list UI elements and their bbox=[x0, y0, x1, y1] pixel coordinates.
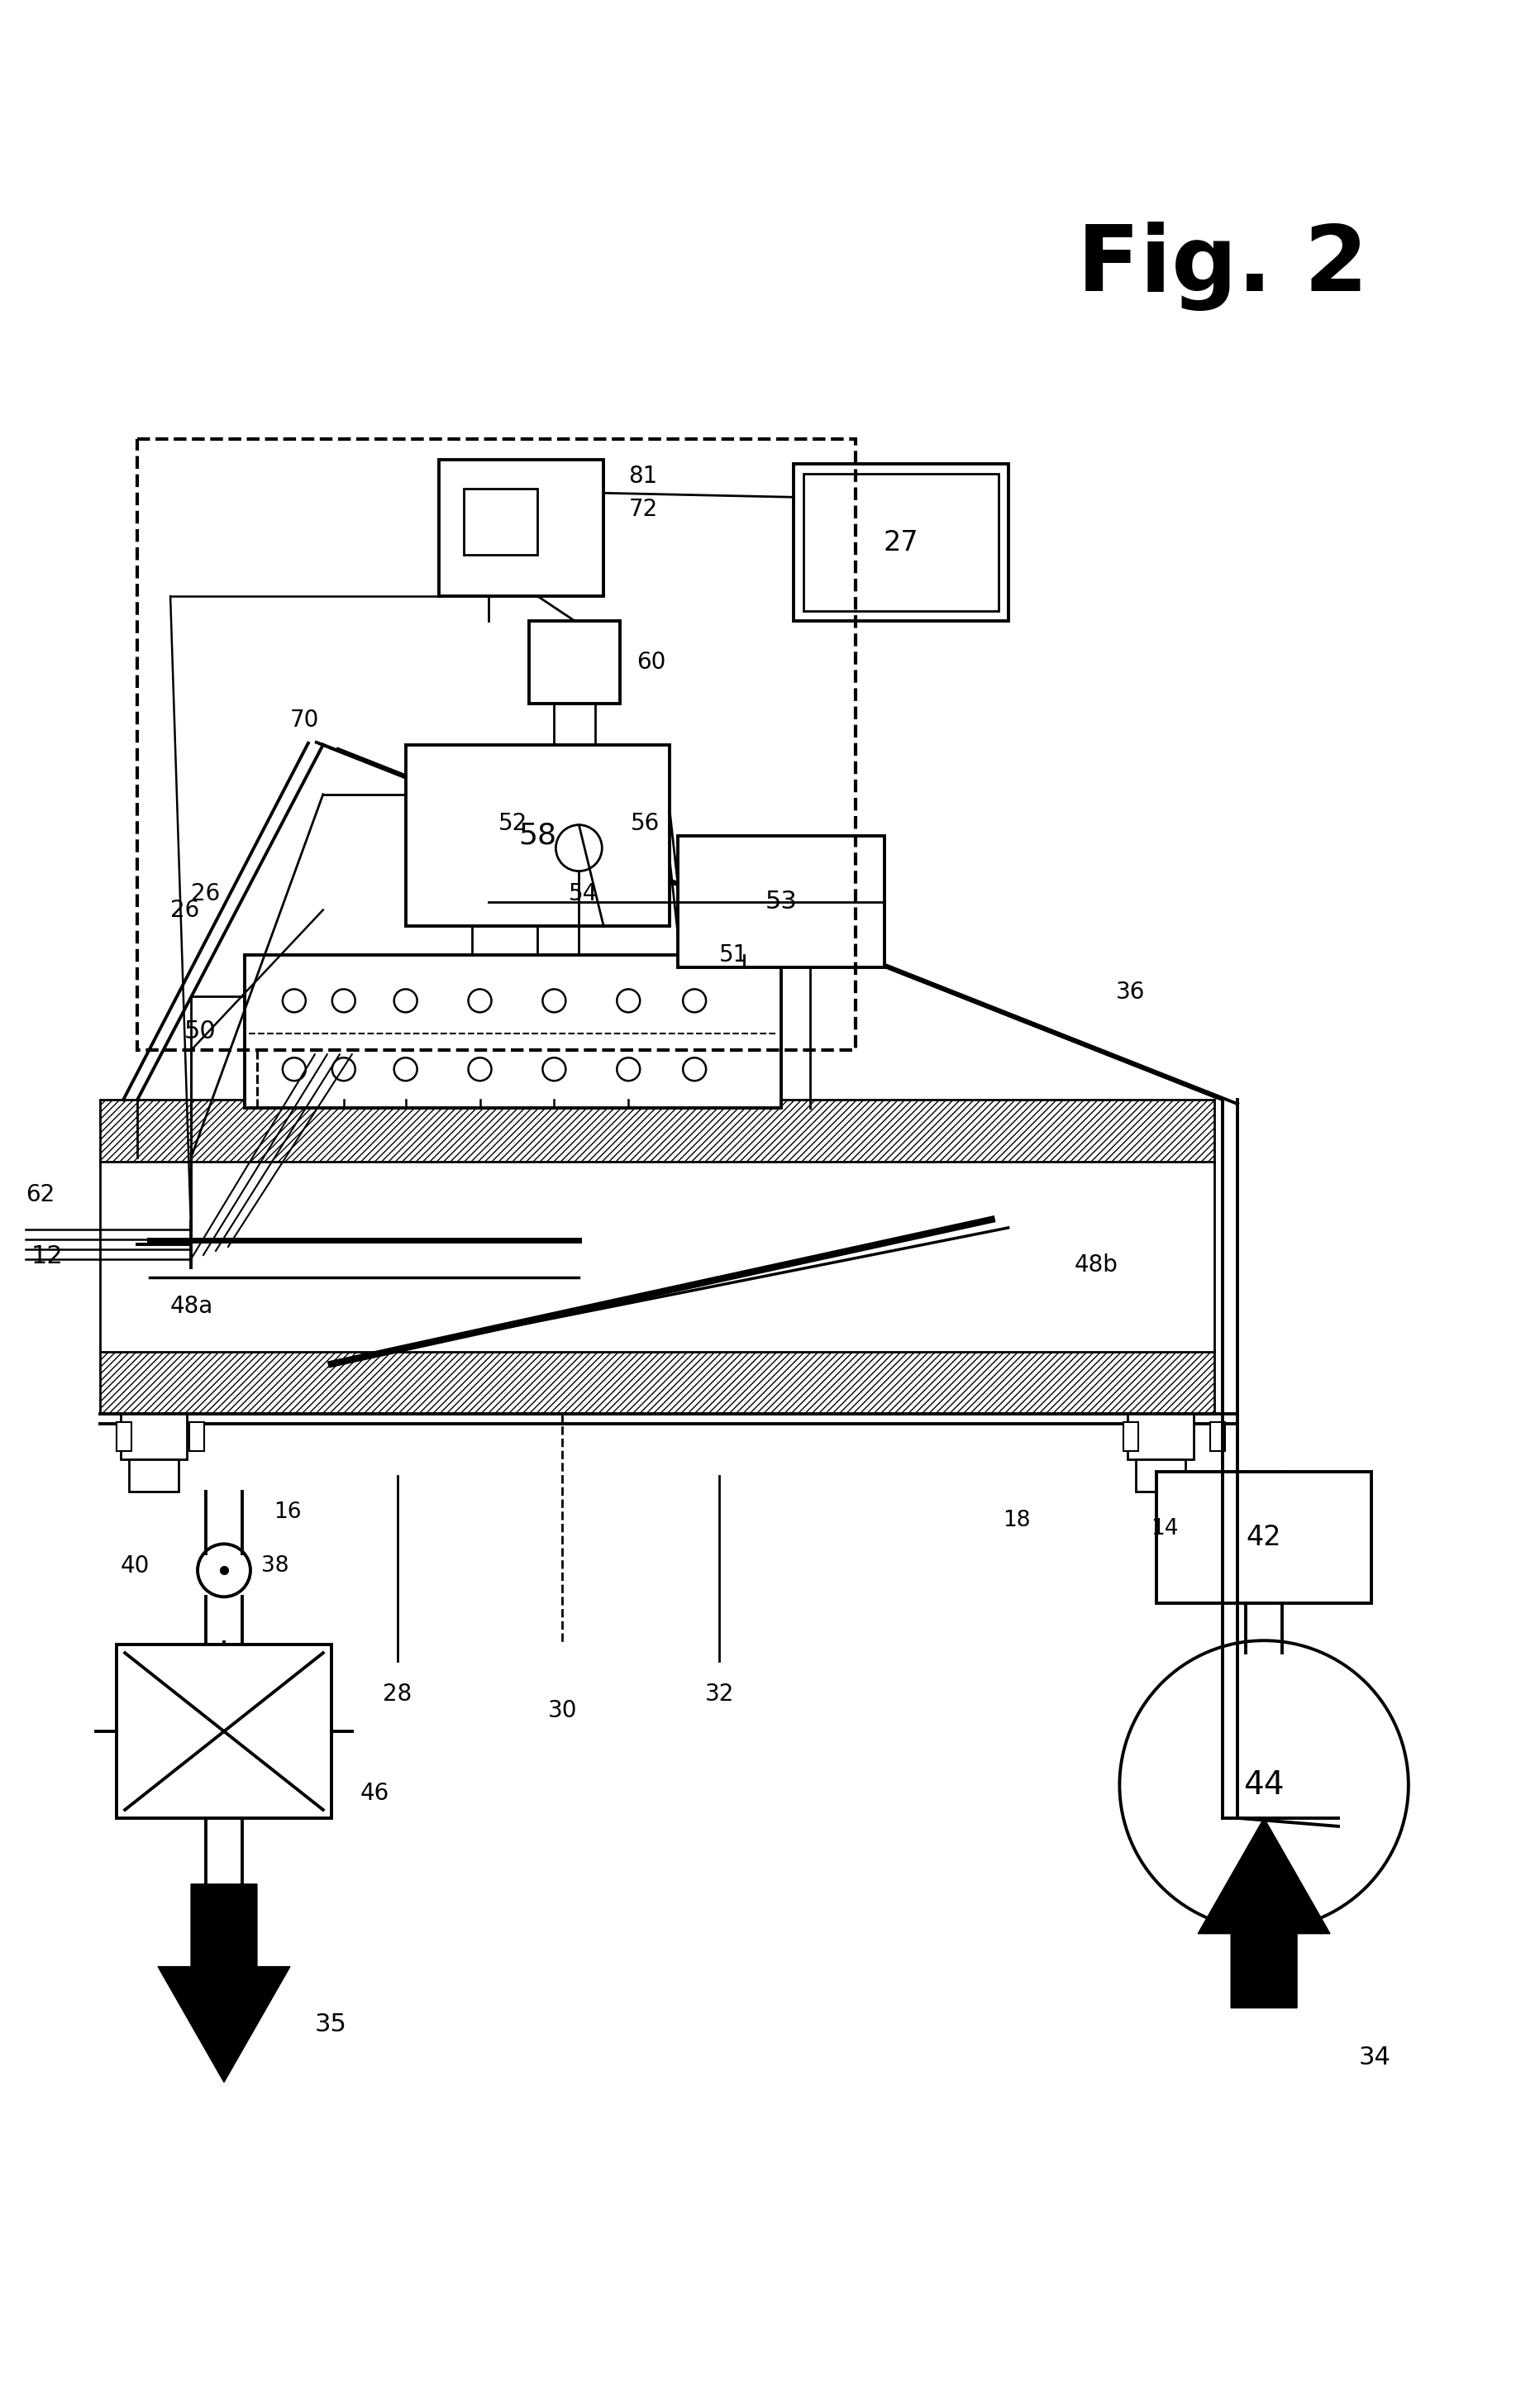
Text: Fig. 2: Fig. 2 bbox=[1078, 221, 1368, 310]
Text: 32: 32 bbox=[705, 1682, 735, 1706]
Text: 51: 51 bbox=[719, 943, 748, 967]
Text: 38: 38 bbox=[262, 1557, 290, 1576]
Bar bbox=[245, 955, 781, 1109]
Text: 18: 18 bbox=[1003, 1511, 1030, 1533]
Text: 12: 12 bbox=[31, 1244, 63, 1268]
Bar bbox=[678, 835, 884, 967]
Text: 30: 30 bbox=[548, 1699, 578, 1723]
Text: 26: 26 bbox=[169, 897, 199, 921]
Text: 50: 50 bbox=[183, 1020, 216, 1044]
Text: 81: 81 bbox=[628, 464, 658, 488]
Bar bbox=[804, 474, 998, 611]
Bar bbox=[100, 1352, 1215, 1412]
Text: 44: 44 bbox=[1243, 1768, 1284, 1800]
Bar bbox=[793, 464, 1009, 621]
Bar bbox=[117, 1422, 131, 1451]
Text: 62: 62 bbox=[26, 1184, 55, 1205]
Text: 54: 54 bbox=[568, 883, 598, 905]
Text: 36: 36 bbox=[1115, 982, 1144, 1003]
Bar bbox=[1137, 1458, 1186, 1492]
Text: 28: 28 bbox=[383, 1682, 411, 1706]
Text: 42: 42 bbox=[1246, 1523, 1281, 1552]
Text: 56: 56 bbox=[630, 811, 659, 835]
Text: 53: 53 bbox=[765, 890, 798, 914]
Text: 72: 72 bbox=[628, 498, 658, 522]
Bar bbox=[137, 440, 855, 1051]
Bar bbox=[189, 1422, 205, 1451]
Text: 40: 40 bbox=[120, 1554, 149, 1578]
Bar bbox=[100, 1100, 1215, 1162]
Text: 35: 35 bbox=[314, 2011, 346, 2035]
Bar bbox=[439, 460, 604, 597]
Text: 60: 60 bbox=[636, 650, 665, 674]
Bar bbox=[1210, 1422, 1226, 1451]
Bar bbox=[120, 1412, 186, 1458]
Text: 48b: 48b bbox=[1075, 1254, 1118, 1278]
Text: 16: 16 bbox=[274, 1501, 302, 1523]
Bar bbox=[129, 1458, 179, 1492]
Text: 48a: 48a bbox=[171, 1294, 214, 1318]
Bar bbox=[530, 621, 621, 703]
Polygon shape bbox=[1198, 1819, 1331, 2009]
Bar bbox=[464, 488, 537, 556]
Bar bbox=[1157, 1472, 1371, 1602]
Text: 27: 27 bbox=[884, 529, 918, 556]
Text: 46: 46 bbox=[360, 1783, 390, 1804]
Text: 34: 34 bbox=[1358, 2045, 1391, 2069]
Bar bbox=[1124, 1422, 1138, 1451]
Text: 14: 14 bbox=[1150, 1518, 1178, 1540]
Bar bbox=[405, 746, 670, 926]
Polygon shape bbox=[159, 1884, 290, 2081]
Text: 52: 52 bbox=[499, 811, 528, 835]
Bar bbox=[117, 1646, 331, 1819]
Bar bbox=[1127, 1412, 1194, 1458]
Text: 26: 26 bbox=[191, 883, 220, 905]
Text: 70: 70 bbox=[290, 707, 319, 731]
Text: 58: 58 bbox=[519, 820, 557, 849]
